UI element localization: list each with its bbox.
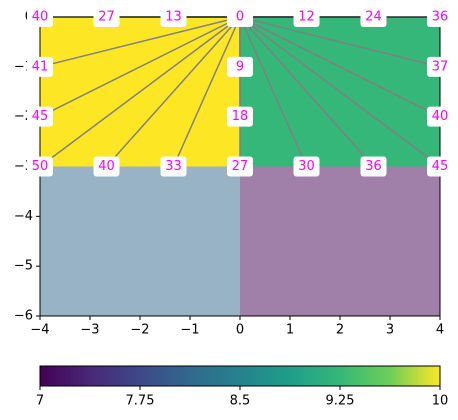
region <box>40 166 240 316</box>
label-box <box>360 156 387 177</box>
ray <box>239 16 441 68</box>
point-label: 9 <box>236 59 244 74</box>
label-box <box>27 56 53 77</box>
point-label: 40 <box>32 10 49 25</box>
label-box <box>93 156 120 177</box>
ray <box>105 16 241 167</box>
point-label: 41 <box>32 59 49 74</box>
point-label: 33 <box>165 159 182 174</box>
point-label: 36 <box>432 10 449 25</box>
colorbar-tick-label: 9.25 <box>326 394 355 409</box>
point-label: 45 <box>432 159 449 174</box>
colorbar-tick-label: 8.5 <box>230 394 251 409</box>
region <box>240 166 440 316</box>
ray <box>239 16 441 168</box>
ray <box>172 16 241 167</box>
x-tick-label: 3 <box>386 323 394 338</box>
point-label: 45 <box>32 109 49 124</box>
label-box <box>427 56 453 77</box>
colorbar <box>39 365 441 387</box>
point-label: 40 <box>98 159 115 174</box>
point-label: 27 <box>232 159 249 174</box>
point-label: 18 <box>232 109 249 124</box>
colorbar-tick-label: 7.75 <box>126 394 155 409</box>
point-label: 27 <box>98 10 115 25</box>
label-box <box>227 56 253 77</box>
x-tick-label: 4 <box>436 323 444 338</box>
label-box <box>227 156 253 177</box>
label-box <box>360 7 387 27</box>
label-box <box>27 106 53 127</box>
label-box <box>293 7 320 27</box>
label-box <box>293 156 320 177</box>
point-label: 13 <box>165 10 182 25</box>
colorbar-tick-label: 7 <box>36 394 44 409</box>
point-label: 24 <box>365 10 382 25</box>
label-box <box>27 156 53 177</box>
x-tick-label: −3 <box>80 323 99 338</box>
point-label: 12 <box>298 10 315 25</box>
ray <box>239 16 441 118</box>
ray <box>39 16 241 68</box>
point-label: 36 <box>365 159 382 174</box>
point-label: 37 <box>432 59 449 74</box>
point-label: 50 <box>32 159 49 174</box>
y-tick-label: −4 <box>14 209 33 224</box>
label-box <box>160 7 187 27</box>
ray <box>239 16 308 167</box>
ray <box>239 16 375 167</box>
x-tick-label: −1 <box>180 323 199 338</box>
label-box <box>227 7 253 27</box>
x-tick-label: 0 <box>236 323 244 338</box>
label-box <box>427 7 453 27</box>
x-tick-label: 2 <box>336 323 344 338</box>
point-label: 0 <box>236 10 244 25</box>
x-tick-label: −2 <box>130 323 149 338</box>
ray <box>39 16 241 118</box>
y-tick-label: −5 <box>14 259 33 274</box>
label-box <box>427 106 453 127</box>
point-label: 40 <box>432 109 449 124</box>
label-box <box>427 156 453 177</box>
label-box <box>93 7 120 27</box>
y-tick-label: −6 <box>14 309 33 324</box>
point-label: 30 <box>298 159 315 174</box>
label-box <box>227 106 253 127</box>
x-tick-label: 1 <box>286 323 294 338</box>
ray <box>39 16 241 168</box>
colorbar-tick-label: 10 <box>432 394 449 409</box>
label-box <box>27 7 53 27</box>
label-box <box>160 156 187 177</box>
x-tick-label: −4 <box>30 323 49 338</box>
